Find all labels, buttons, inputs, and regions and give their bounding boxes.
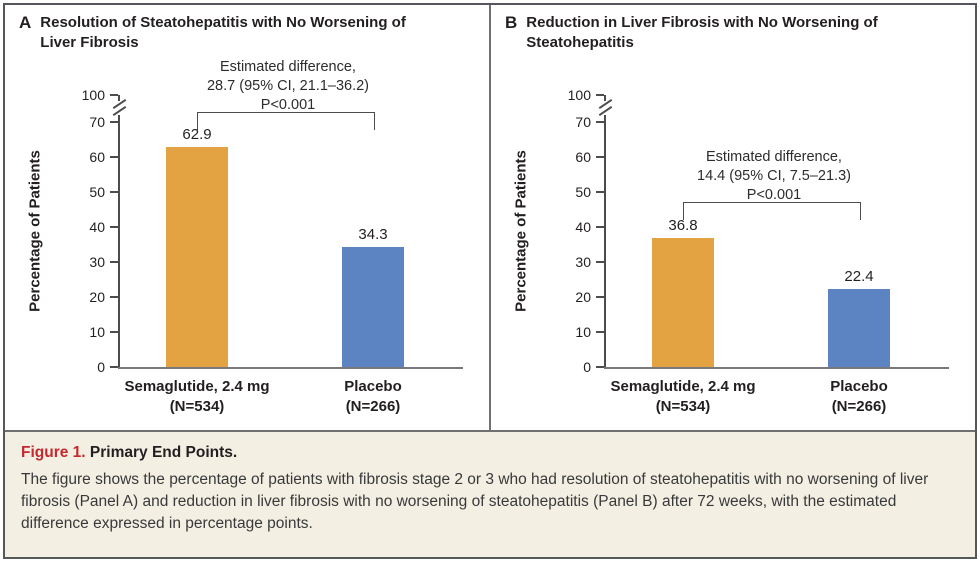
figure-caption: Figure 1. Primary End Points. The figure… xyxy=(5,430,975,557)
y-axis-line xyxy=(604,95,606,367)
caption-heading: Figure 1. Primary End Points. xyxy=(21,444,959,462)
y-tick xyxy=(110,191,118,193)
caption-body: The figure shows the percentage of patie… xyxy=(21,471,929,532)
x-axis-line xyxy=(604,367,949,369)
y-tick xyxy=(596,156,604,158)
annotation-line: Estimated difference, xyxy=(220,59,356,75)
y-tick-label: 40 xyxy=(575,219,591,235)
x-category-name: Semaglutide, 2.4 mg xyxy=(124,378,270,395)
y-tick-label: 100 xyxy=(567,87,591,103)
x-category-label: Placebo (N=266) xyxy=(759,377,959,417)
y-tick-label: 10 xyxy=(575,324,591,340)
estimated-difference-annotation: Estimated difference, 28.7 (95% CI, 21.1… xyxy=(157,58,419,115)
y-tick-label: 0 xyxy=(583,359,591,375)
x-category-label: Semaglutide, 2.4 mg (N=534) xyxy=(583,377,783,417)
panel-b-title-text: Reduction in Liver Fibrosis with No Wors… xyxy=(526,14,878,51)
y-tick xyxy=(110,261,118,263)
bar-value-label: 22.4 xyxy=(844,268,874,285)
y-tick-label: 100 xyxy=(81,87,105,103)
y-tick xyxy=(596,226,604,228)
y-tick-label: 60 xyxy=(575,149,591,165)
x-category-n: (N=266) xyxy=(345,398,401,415)
y-tick xyxy=(110,331,118,333)
x-category-name: Placebo xyxy=(830,378,888,395)
y-tick-label: 10 xyxy=(89,324,105,340)
comparison-bracket xyxy=(683,202,861,220)
y-tick-label: 0 xyxy=(97,359,105,375)
panel-a-title-text: Resolution of Steatohepatitis with No Wo… xyxy=(40,14,406,51)
figure-number-label: Figure 1. xyxy=(21,444,86,461)
x-category-label: Placebo (N=266) xyxy=(273,377,473,417)
y-tick xyxy=(110,296,118,298)
panel-a-letter: A xyxy=(19,13,32,32)
x-category-n: (N=534) xyxy=(655,398,711,415)
x-category-name: Semaglutide, 2.4 mg xyxy=(610,378,756,395)
annotation-line: 14.4 (95% CI, 7.5–21.3) xyxy=(697,168,851,184)
axis-break-icon xyxy=(597,98,615,117)
x-category-n: (N=534) xyxy=(169,398,225,415)
y-tick xyxy=(596,121,604,123)
bar-value-label: 36.8 xyxy=(668,217,698,234)
annotation-line: P<0.001 xyxy=(260,97,316,113)
plot-area-b: 0 10 20 30 40 50 60 70 100 36.8 Semaglutide, 2.4 m… xyxy=(491,5,975,430)
panel-b-title: B Reduction in Liver Fibrosis with No Wo… xyxy=(505,13,926,53)
plot-area-a: 0 10 20 30 40 50 60 70 100 62.9 Semaglutide, 2.4 m… xyxy=(5,5,489,430)
x-category-label: Semaglutide, 2.4 mg (N=534) xyxy=(97,377,297,417)
caption-title: Primary End Points. xyxy=(89,444,238,461)
panel-a: A Resolution of Steatohepatitis with No … xyxy=(5,5,489,430)
y-tick xyxy=(596,366,604,368)
y-tick-label: 60 xyxy=(89,149,105,165)
y-tick-label: 70 xyxy=(89,114,105,130)
x-category-name: Placebo xyxy=(344,378,402,395)
axis-break-icon xyxy=(111,98,129,117)
annotation-line: 28.7 (95% CI, 21.1–36.2) xyxy=(206,78,370,94)
bar-value-label: 34.3 xyxy=(358,226,388,243)
y-tick xyxy=(110,366,118,368)
y-tick xyxy=(110,94,118,96)
y-tick-label: 20 xyxy=(575,289,591,305)
y-axis-line xyxy=(118,95,120,367)
y-tick-label: 20 xyxy=(89,289,105,305)
bar-semaglutide xyxy=(166,147,228,367)
estimated-difference-annotation: Estimated difference, 14.4 (95% CI, 7.5–… xyxy=(643,148,905,205)
bar-value-label: 62.9 xyxy=(182,126,212,143)
y-tick-label: 70 xyxy=(575,114,591,130)
panel-a-title: A Resolution of Steatohepatitis with No … xyxy=(19,13,440,53)
y-tick xyxy=(596,296,604,298)
y-tick xyxy=(596,261,604,263)
y-tick-label: 50 xyxy=(575,184,591,200)
y-tick xyxy=(110,156,118,158)
annotation-line: P<0.001 xyxy=(746,187,802,203)
x-axis-line xyxy=(118,367,463,369)
figure-frame: A Resolution of Steatohepatitis with No … xyxy=(3,3,977,559)
y-tick-label: 30 xyxy=(89,254,105,270)
y-tick-label: 40 xyxy=(89,219,105,235)
bar-placebo xyxy=(828,289,890,367)
y-tick-label: 30 xyxy=(575,254,591,270)
panel-b-letter: B xyxy=(505,13,518,32)
annotation-line: Estimated difference, xyxy=(706,149,842,165)
panel-b: B Reduction in Liver Fibrosis with No Wo… xyxy=(489,5,975,430)
y-tick xyxy=(596,191,604,193)
y-tick xyxy=(110,226,118,228)
y-tick xyxy=(596,331,604,333)
y-tick-label: 50 xyxy=(89,184,105,200)
y-tick xyxy=(110,121,118,123)
bar-placebo xyxy=(342,247,404,367)
bar-semaglutide xyxy=(652,238,714,367)
x-category-n: (N=266) xyxy=(831,398,887,415)
y-tick xyxy=(596,94,604,96)
comparison-bracket xyxy=(197,112,375,130)
charts-row: A Resolution of Steatohepatitis with No … xyxy=(5,5,975,430)
